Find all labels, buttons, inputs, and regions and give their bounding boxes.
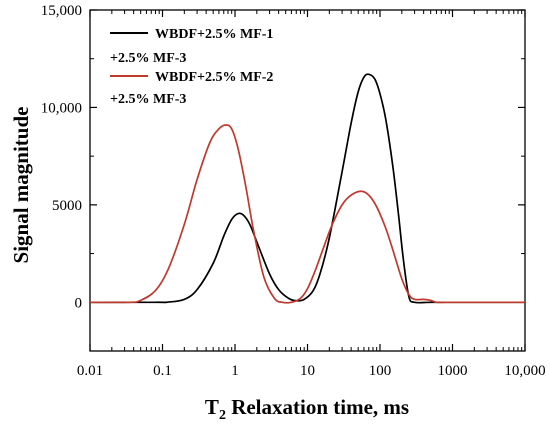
legend-label-series-2-line2: +2.5% MF-3 xyxy=(110,92,186,107)
x-axis-title-main: T xyxy=(205,395,219,419)
y-axis-title: Signal magnitude xyxy=(9,107,33,264)
series-line-2 xyxy=(89,124,525,304)
y-tick-label: 15,000 xyxy=(41,3,82,19)
y-tick-label: 5000 xyxy=(52,198,82,214)
axis-ticks xyxy=(89,9,526,351)
x-tick-label: 1000 xyxy=(438,363,468,379)
curves xyxy=(89,73,525,304)
legend: WBDF+2.5% MF-1 +2.5% MF-3 WBDF+2.5% MF-2… xyxy=(110,27,273,107)
x-axis-title-subscript: 2 xyxy=(219,408,226,423)
x-tick-label: 0.1 xyxy=(153,363,172,379)
axis-tick-labels: 0.01 0.1 1 10 100 1000 10,000 0 5000 10,000 15,000 xyxy=(41,3,546,379)
legend-label-series-1-line2: +2.5% MF-3 xyxy=(110,51,186,66)
series-line-1 xyxy=(89,73,525,304)
x-tick-label: 10,000 xyxy=(504,363,545,379)
legend-label-series-2-line1: WBDF+2.5% MF-2 xyxy=(155,70,273,85)
x-tick-label: 100 xyxy=(369,363,392,379)
x-axis-title: T2 Relaxation time, ms xyxy=(205,395,409,423)
x-tick-label: 0.01 xyxy=(77,363,103,379)
x-axis-title-rest: Relaxation time, ms xyxy=(226,395,409,419)
y-tick-label: 10,000 xyxy=(41,100,82,116)
x-tick-label: 1 xyxy=(231,363,239,379)
legend-label-series-1-line1: WBDF+2.5% MF-1 xyxy=(155,27,273,42)
y-tick-label: 0 xyxy=(75,295,83,311)
x-tick-label: 10 xyxy=(300,363,315,379)
